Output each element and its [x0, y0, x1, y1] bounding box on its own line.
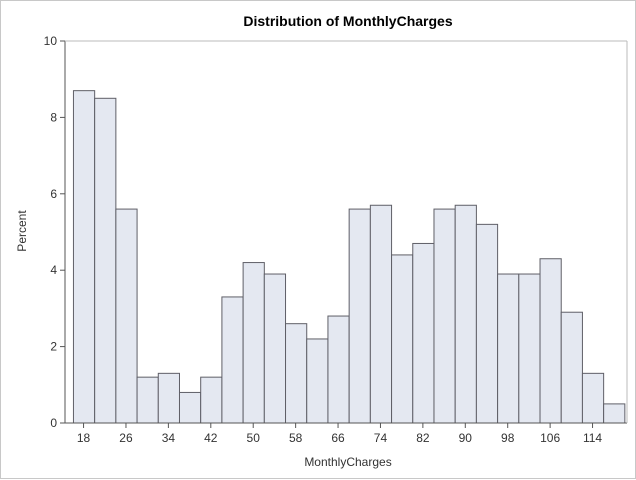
- histogram-bar: [581, 372, 605, 424]
- x-tick-label: 34: [162, 431, 176, 445]
- histogram-bar: [560, 311, 583, 424]
- histogram-bar: [539, 258, 562, 424]
- x-tick-label: 66: [331, 431, 345, 445]
- chart-title: Distribution of MonthlyCharges: [243, 13, 452, 29]
- histogram-bar: [306, 338, 329, 424]
- x-tick-label: 114: [583, 431, 602, 445]
- y-tick-label: 0: [50, 416, 57, 430]
- y-tick-label: 4: [50, 263, 57, 277]
- histogram-bar: [454, 204, 477, 424]
- x-tick-label: 18: [77, 431, 91, 445]
- histogram-bar: [136, 376, 159, 424]
- histogram-bar: [391, 254, 414, 424]
- histogram-bar: [433, 208, 456, 424]
- histogram-bar: [475, 223, 499, 424]
- x-tick-label: 26: [119, 431, 133, 445]
- x-tick-label: 98: [501, 431, 515, 445]
- y-tick-label: 2: [50, 340, 57, 354]
- histogram-bar: [285, 323, 308, 424]
- histogram-bar: [200, 376, 223, 424]
- histogram-bar: [221, 296, 244, 424]
- histogram-bar: [115, 208, 138, 424]
- histogram-bar: [178, 391, 202, 424]
- x-tick-label: 90: [459, 431, 473, 445]
- histogram-bar: [497, 273, 520, 424]
- y-tick-label: 10: [44, 34, 58, 48]
- x-tick-label: 50: [247, 431, 261, 445]
- y-tick-label: 8: [50, 110, 57, 124]
- histogram-bar: [94, 97, 117, 424]
- x-tick-label: 82: [416, 431, 430, 445]
- x-tick-label: 58: [289, 431, 303, 445]
- histogram-bar: [369, 204, 393, 424]
- histogram-bar: [263, 273, 287, 424]
- histogram-bar: [327, 315, 350, 424]
- y-tick-label: 6: [50, 187, 57, 201]
- histogram-bar: [518, 273, 541, 424]
- histogram-bar: [242, 262, 265, 424]
- histogram-bar: [72, 90, 96, 424]
- histogram-bar: [603, 403, 626, 424]
- bars-group: [72, 90, 626, 424]
- histogram-bar: [412, 242, 435, 424]
- histogram-bar: [157, 372, 180, 424]
- x-tick-label: 42: [204, 431, 218, 445]
- x-axis-label: MonthlyCharges: [304, 455, 391, 469]
- x-tick-label: 74: [374, 431, 388, 445]
- x-tick-label: 106: [540, 431, 560, 445]
- y-axis-label: Percent: [15, 210, 29, 252]
- axes-group: 0 2 4 6 8 10 18 26 34 42 50 58 66 74 82 90 98 106 114: [44, 34, 628, 445]
- histogram-bar: [348, 208, 371, 424]
